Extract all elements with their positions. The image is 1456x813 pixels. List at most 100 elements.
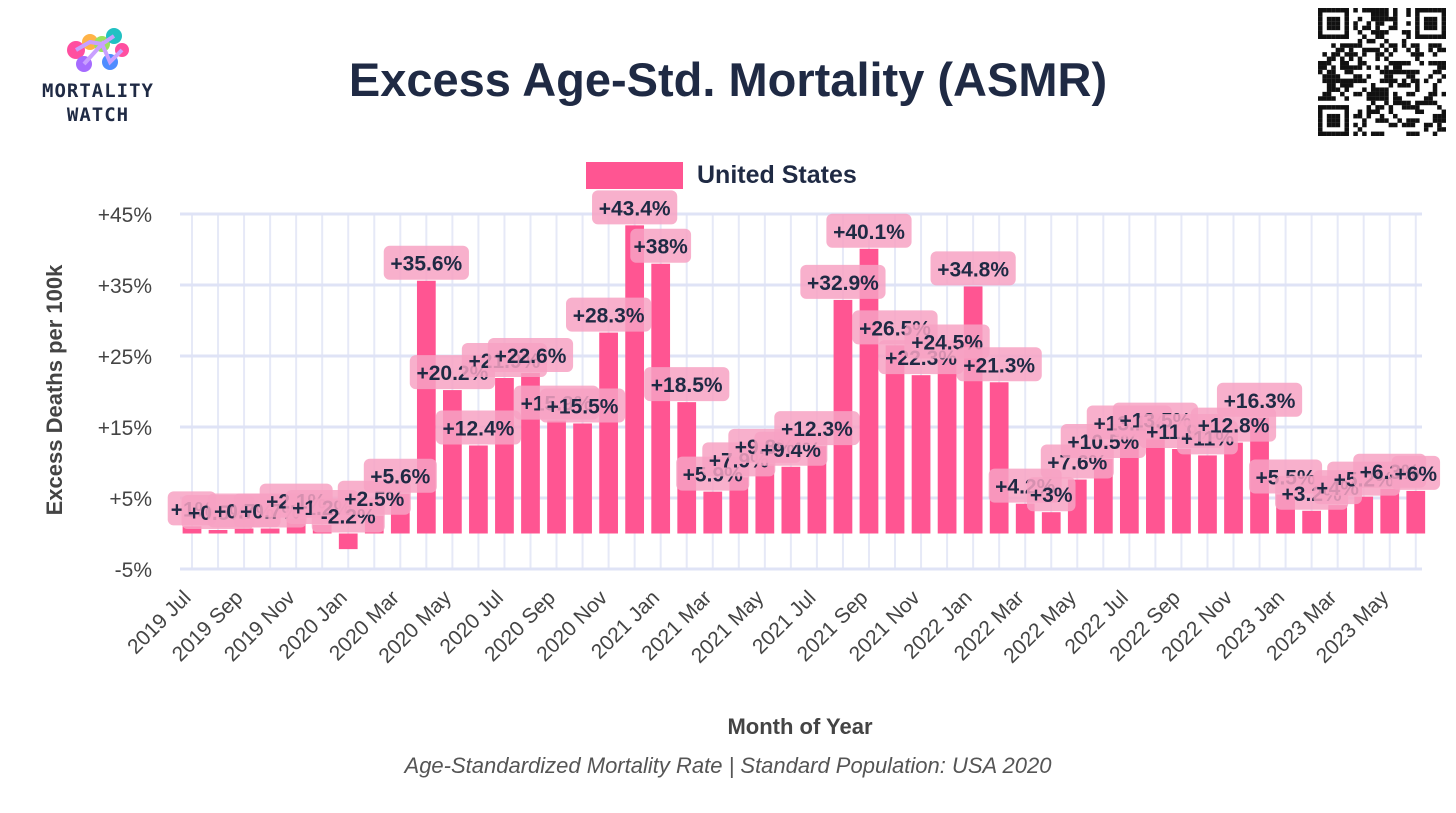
- qr-module: [1437, 105, 1442, 110]
- qr-module: [1370, 100, 1376, 106]
- qr-module: [1375, 87, 1380, 92]
- bar: [1224, 442, 1243, 534]
- qr-module: [1357, 65, 1363, 70]
- qr-module: [1393, 96, 1398, 101]
- qr-module: [1415, 30, 1420, 35]
- qr-module: [1406, 131, 1411, 136]
- bar: [469, 445, 488, 534]
- legend-swatch[interactable]: [586, 161, 683, 189]
- qr-module: [1437, 65, 1442, 70]
- qr-module: [1441, 65, 1446, 70]
- qr-module: [1410, 43, 1416, 48]
- qr-module: [1318, 122, 1323, 128]
- qr-module: [1388, 83, 1394, 88]
- qr-module: [1388, 25, 1394, 31]
- qr-module: [1384, 47, 1389, 53]
- qr-module: [1441, 16, 1446, 22]
- qr-module: [1366, 38, 1372, 44]
- bar: [937, 359, 957, 534]
- data-label: +18.5%: [651, 374, 723, 397]
- qr-module: [1344, 109, 1349, 115]
- qr-module: [1423, 8, 1429, 13]
- qr-module: [1366, 8, 1372, 13]
- qr-module: [1423, 127, 1429, 132]
- qr-module: [1357, 56, 1363, 62]
- qr-module: [1423, 96, 1429, 101]
- qr-module: [1432, 131, 1438, 136]
- qr-module: [1326, 16, 1332, 22]
- qr-module: [1406, 12, 1411, 17]
- qr-module: [1331, 34, 1336, 39]
- qr-module: [1432, 21, 1438, 26]
- qr-module: [1340, 78, 1345, 84]
- qr-module: [1388, 74, 1394, 79]
- qr-module: [1366, 96, 1372, 101]
- qr-module: [1428, 96, 1433, 101]
- qr-module: [1370, 38, 1376, 44]
- qr-module: [1348, 47, 1354, 53]
- qr-module: [1331, 69, 1336, 75]
- qr-module: [1379, 131, 1385, 136]
- qr-module: [1375, 65, 1380, 70]
- qr-module: [1393, 122, 1398, 128]
- qr-module: [1326, 34, 1332, 39]
- qr-module: [1353, 131, 1358, 136]
- bar: [1354, 496, 1374, 534]
- qr-module: [1415, 118, 1420, 123]
- qr-module: [1326, 21, 1332, 26]
- qr-module: [1318, 12, 1323, 17]
- data-label: +32.9%: [807, 272, 879, 295]
- qr-module: [1344, 96, 1349, 101]
- qr-module: [1428, 100, 1433, 106]
- data-label-box: [800, 264, 886, 299]
- chart-subtitle: Age-Standardized Mortality Rate | Standa…: [404, 753, 1052, 778]
- qr-module: [1318, 65, 1323, 70]
- qr-module: [1406, 34, 1411, 39]
- qr-module: [1384, 69, 1389, 75]
- qr-module: [1415, 109, 1420, 115]
- data-label: +38%: [634, 236, 689, 259]
- qr-module: [1428, 25, 1433, 31]
- qr-module: [1340, 65, 1345, 70]
- qr-module: [1437, 122, 1442, 128]
- qr-module: [1357, 74, 1363, 79]
- qr-module: [1362, 34, 1367, 39]
- qr-module: [1366, 25, 1372, 31]
- qr-module: [1375, 47, 1380, 53]
- qr-module: [1437, 60, 1442, 66]
- data-label-box: [1026, 477, 1076, 512]
- data-label: +34.8%: [937, 258, 1009, 281]
- qr-module: [1326, 122, 1332, 128]
- qr-module: [1441, 91, 1446, 97]
- qr-module: [1437, 127, 1442, 132]
- qr-module: [1331, 122, 1336, 128]
- qr-module: [1366, 109, 1372, 115]
- qr-module: [1340, 91, 1345, 97]
- qr-module: [1415, 83, 1420, 88]
- qr-module: [1379, 8, 1385, 13]
- qr-module: [1344, 118, 1349, 123]
- qr-module: [1401, 30, 1407, 35]
- qr-module: [1393, 65, 1398, 70]
- qr-module: [1437, 78, 1442, 84]
- qr-module: [1393, 12, 1398, 17]
- qr-module: [1406, 60, 1411, 66]
- qr-module: [1318, 105, 1323, 110]
- qr-module: [1335, 131, 1341, 136]
- qr-module: [1318, 118, 1323, 123]
- qr-module: [1322, 8, 1327, 13]
- qr-module: [1441, 109, 1446, 115]
- qr-module: [1331, 16, 1336, 22]
- qr-module: [1322, 105, 1327, 110]
- qr-module: [1344, 105, 1349, 110]
- qr-module: [1432, 91, 1438, 97]
- qr-module: [1375, 34, 1380, 39]
- qr-module: [1401, 100, 1407, 106]
- qr-module: [1432, 118, 1438, 123]
- qr-module: [1406, 122, 1411, 128]
- data-label: +12.3%: [781, 418, 853, 441]
- bar: [989, 382, 1009, 534]
- qr-module: [1410, 69, 1416, 75]
- qr-module: [1344, 131, 1349, 136]
- qr-module: [1326, 83, 1332, 88]
